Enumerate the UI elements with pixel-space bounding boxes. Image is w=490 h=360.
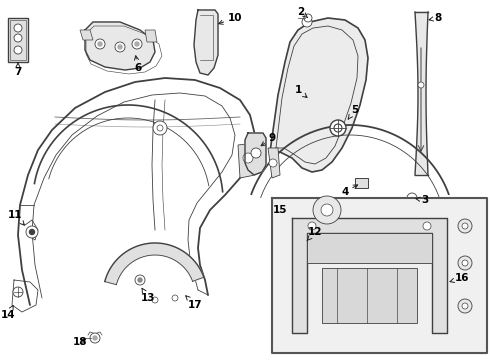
Polygon shape [268, 148, 280, 178]
Circle shape [14, 46, 22, 54]
Circle shape [26, 226, 38, 238]
Circle shape [298, 238, 302, 242]
Circle shape [462, 223, 468, 229]
Polygon shape [238, 143, 258, 178]
Circle shape [302, 17, 312, 27]
Circle shape [458, 299, 472, 313]
Text: 15: 15 [273, 205, 287, 215]
Circle shape [138, 278, 142, 282]
Polygon shape [10, 20, 26, 60]
Polygon shape [322, 268, 417, 323]
Polygon shape [355, 178, 368, 188]
Polygon shape [245, 133, 266, 175]
Text: 7: 7 [14, 63, 22, 77]
Circle shape [458, 219, 472, 233]
Text: 17: 17 [186, 296, 202, 310]
Circle shape [93, 336, 97, 340]
Circle shape [407, 193, 417, 203]
Circle shape [157, 125, 163, 131]
Polygon shape [307, 233, 432, 263]
Circle shape [98, 42, 102, 46]
Text: 11: 11 [8, 210, 24, 225]
Circle shape [135, 42, 139, 46]
Polygon shape [292, 218, 447, 333]
Text: 8: 8 [429, 13, 441, 23]
Polygon shape [85, 22, 155, 70]
Text: 2: 2 [297, 7, 308, 18]
Text: 16: 16 [450, 273, 469, 283]
Circle shape [295, 235, 305, 245]
Circle shape [13, 287, 23, 297]
Circle shape [269, 159, 277, 167]
Circle shape [29, 230, 34, 234]
Circle shape [304, 14, 312, 22]
Text: 3: 3 [416, 195, 429, 205]
Circle shape [251, 148, 261, 158]
Text: 13: 13 [141, 288, 155, 303]
Circle shape [462, 303, 468, 309]
Circle shape [243, 153, 253, 163]
Circle shape [115, 42, 125, 52]
Text: 5: 5 [348, 105, 359, 119]
Text: 10: 10 [219, 13, 242, 24]
Polygon shape [80, 30, 93, 40]
Circle shape [334, 124, 342, 132]
Circle shape [118, 45, 122, 49]
Text: 6: 6 [134, 56, 142, 73]
Circle shape [14, 24, 22, 32]
Polygon shape [145, 30, 157, 42]
Circle shape [308, 222, 316, 230]
Circle shape [418, 82, 424, 88]
Text: 9: 9 [261, 133, 275, 146]
Circle shape [95, 39, 105, 49]
Text: 4: 4 [342, 185, 358, 197]
Text: 14: 14 [0, 305, 15, 320]
Polygon shape [415, 12, 428, 175]
Circle shape [14, 34, 22, 42]
Polygon shape [194, 10, 218, 75]
Circle shape [458, 256, 472, 270]
Circle shape [321, 204, 333, 216]
Circle shape [132, 39, 142, 49]
Polygon shape [272, 198, 487, 353]
Circle shape [330, 120, 346, 136]
Circle shape [172, 295, 178, 301]
Circle shape [152, 297, 158, 303]
Circle shape [90, 333, 100, 343]
Polygon shape [105, 243, 204, 285]
Circle shape [135, 275, 145, 285]
Circle shape [423, 222, 431, 230]
Circle shape [462, 260, 468, 266]
Circle shape [153, 121, 167, 135]
Polygon shape [8, 18, 28, 62]
Circle shape [313, 196, 341, 224]
Text: 18: 18 [73, 337, 87, 347]
Text: 12: 12 [307, 227, 322, 241]
Text: 1: 1 [294, 85, 307, 98]
Polygon shape [270, 18, 368, 172]
